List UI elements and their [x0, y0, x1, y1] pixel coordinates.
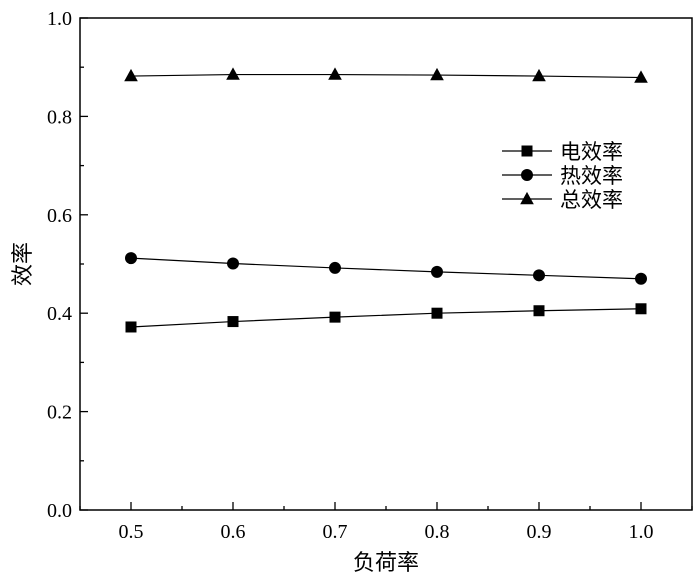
triangle-marker	[532, 68, 546, 82]
circle-marker	[329, 261, 341, 274]
series-circle	[125, 252, 647, 285]
x-tick-label: 0.9	[527, 521, 552, 543]
x-tick-label: 0.5	[119, 521, 144, 543]
triangle-marker	[328, 67, 342, 80]
triangle-marker	[226, 67, 240, 80]
legend-item: 热效率	[502, 164, 623, 188]
legend-item: 电效率	[502, 140, 623, 164]
y-tick-label: 0.8	[47, 106, 72, 128]
triangle-marker	[124, 68, 138, 82]
y-axis-title: 效率	[11, 242, 36, 286]
legend-label: 总效率	[560, 188, 623, 212]
circle-marker	[635, 272, 647, 285]
triangle-marker	[520, 191, 534, 205]
x-axis-title: 负荷率	[353, 551, 419, 576]
y-tick-label: 0.0	[47, 500, 72, 522]
square-marker	[227, 316, 239, 328]
series-line	[130, 308, 642, 328]
series-triangle	[124, 67, 648, 83]
x-tick-label: 0.8	[425, 521, 450, 543]
triangle-marker	[430, 67, 444, 81]
square-marker	[533, 305, 545, 317]
square-marker	[635, 303, 647, 315]
y-tick-label: 0.2	[47, 402, 72, 424]
y-tick-label: 1.0	[47, 8, 72, 30]
legend-label: 电效率	[560, 140, 623, 164]
square-marker	[431, 307, 443, 319]
x-tick-label: 0.7	[323, 521, 348, 543]
series-square	[125, 303, 647, 333]
y-axis-ticks: 0.0 0.2 0.4 0.6 0.8 1.0	[47, 8, 88, 522]
square-marker	[521, 145, 533, 157]
series-line	[130, 257, 642, 280]
x-axis-ticks: 0.5 0.6 0.7 0.8 0.9 1.0	[79, 502, 693, 543]
series-layer	[124, 67, 648, 333]
legend-label: 热效率	[560, 164, 623, 188]
triangle-marker	[634, 70, 648, 83]
square-marker	[329, 311, 341, 323]
circle-marker	[125, 252, 137, 265]
y-tick-label: 0.4	[47, 303, 72, 325]
circle-marker	[533, 269, 545, 282]
circle-marker	[521, 169, 533, 181]
y-tick-label: 0.6	[47, 205, 72, 227]
legend-item: 总效率	[502, 188, 623, 212]
circle-marker	[431, 265, 443, 278]
circle-marker	[227, 257, 239, 270]
square-marker	[125, 321, 137, 333]
series-line	[130, 73, 642, 79]
x-tick-label: 1.0	[629, 521, 654, 543]
x-tick-label: 0.6	[221, 521, 246, 543]
plot-area-frame	[79, 17, 693, 511]
